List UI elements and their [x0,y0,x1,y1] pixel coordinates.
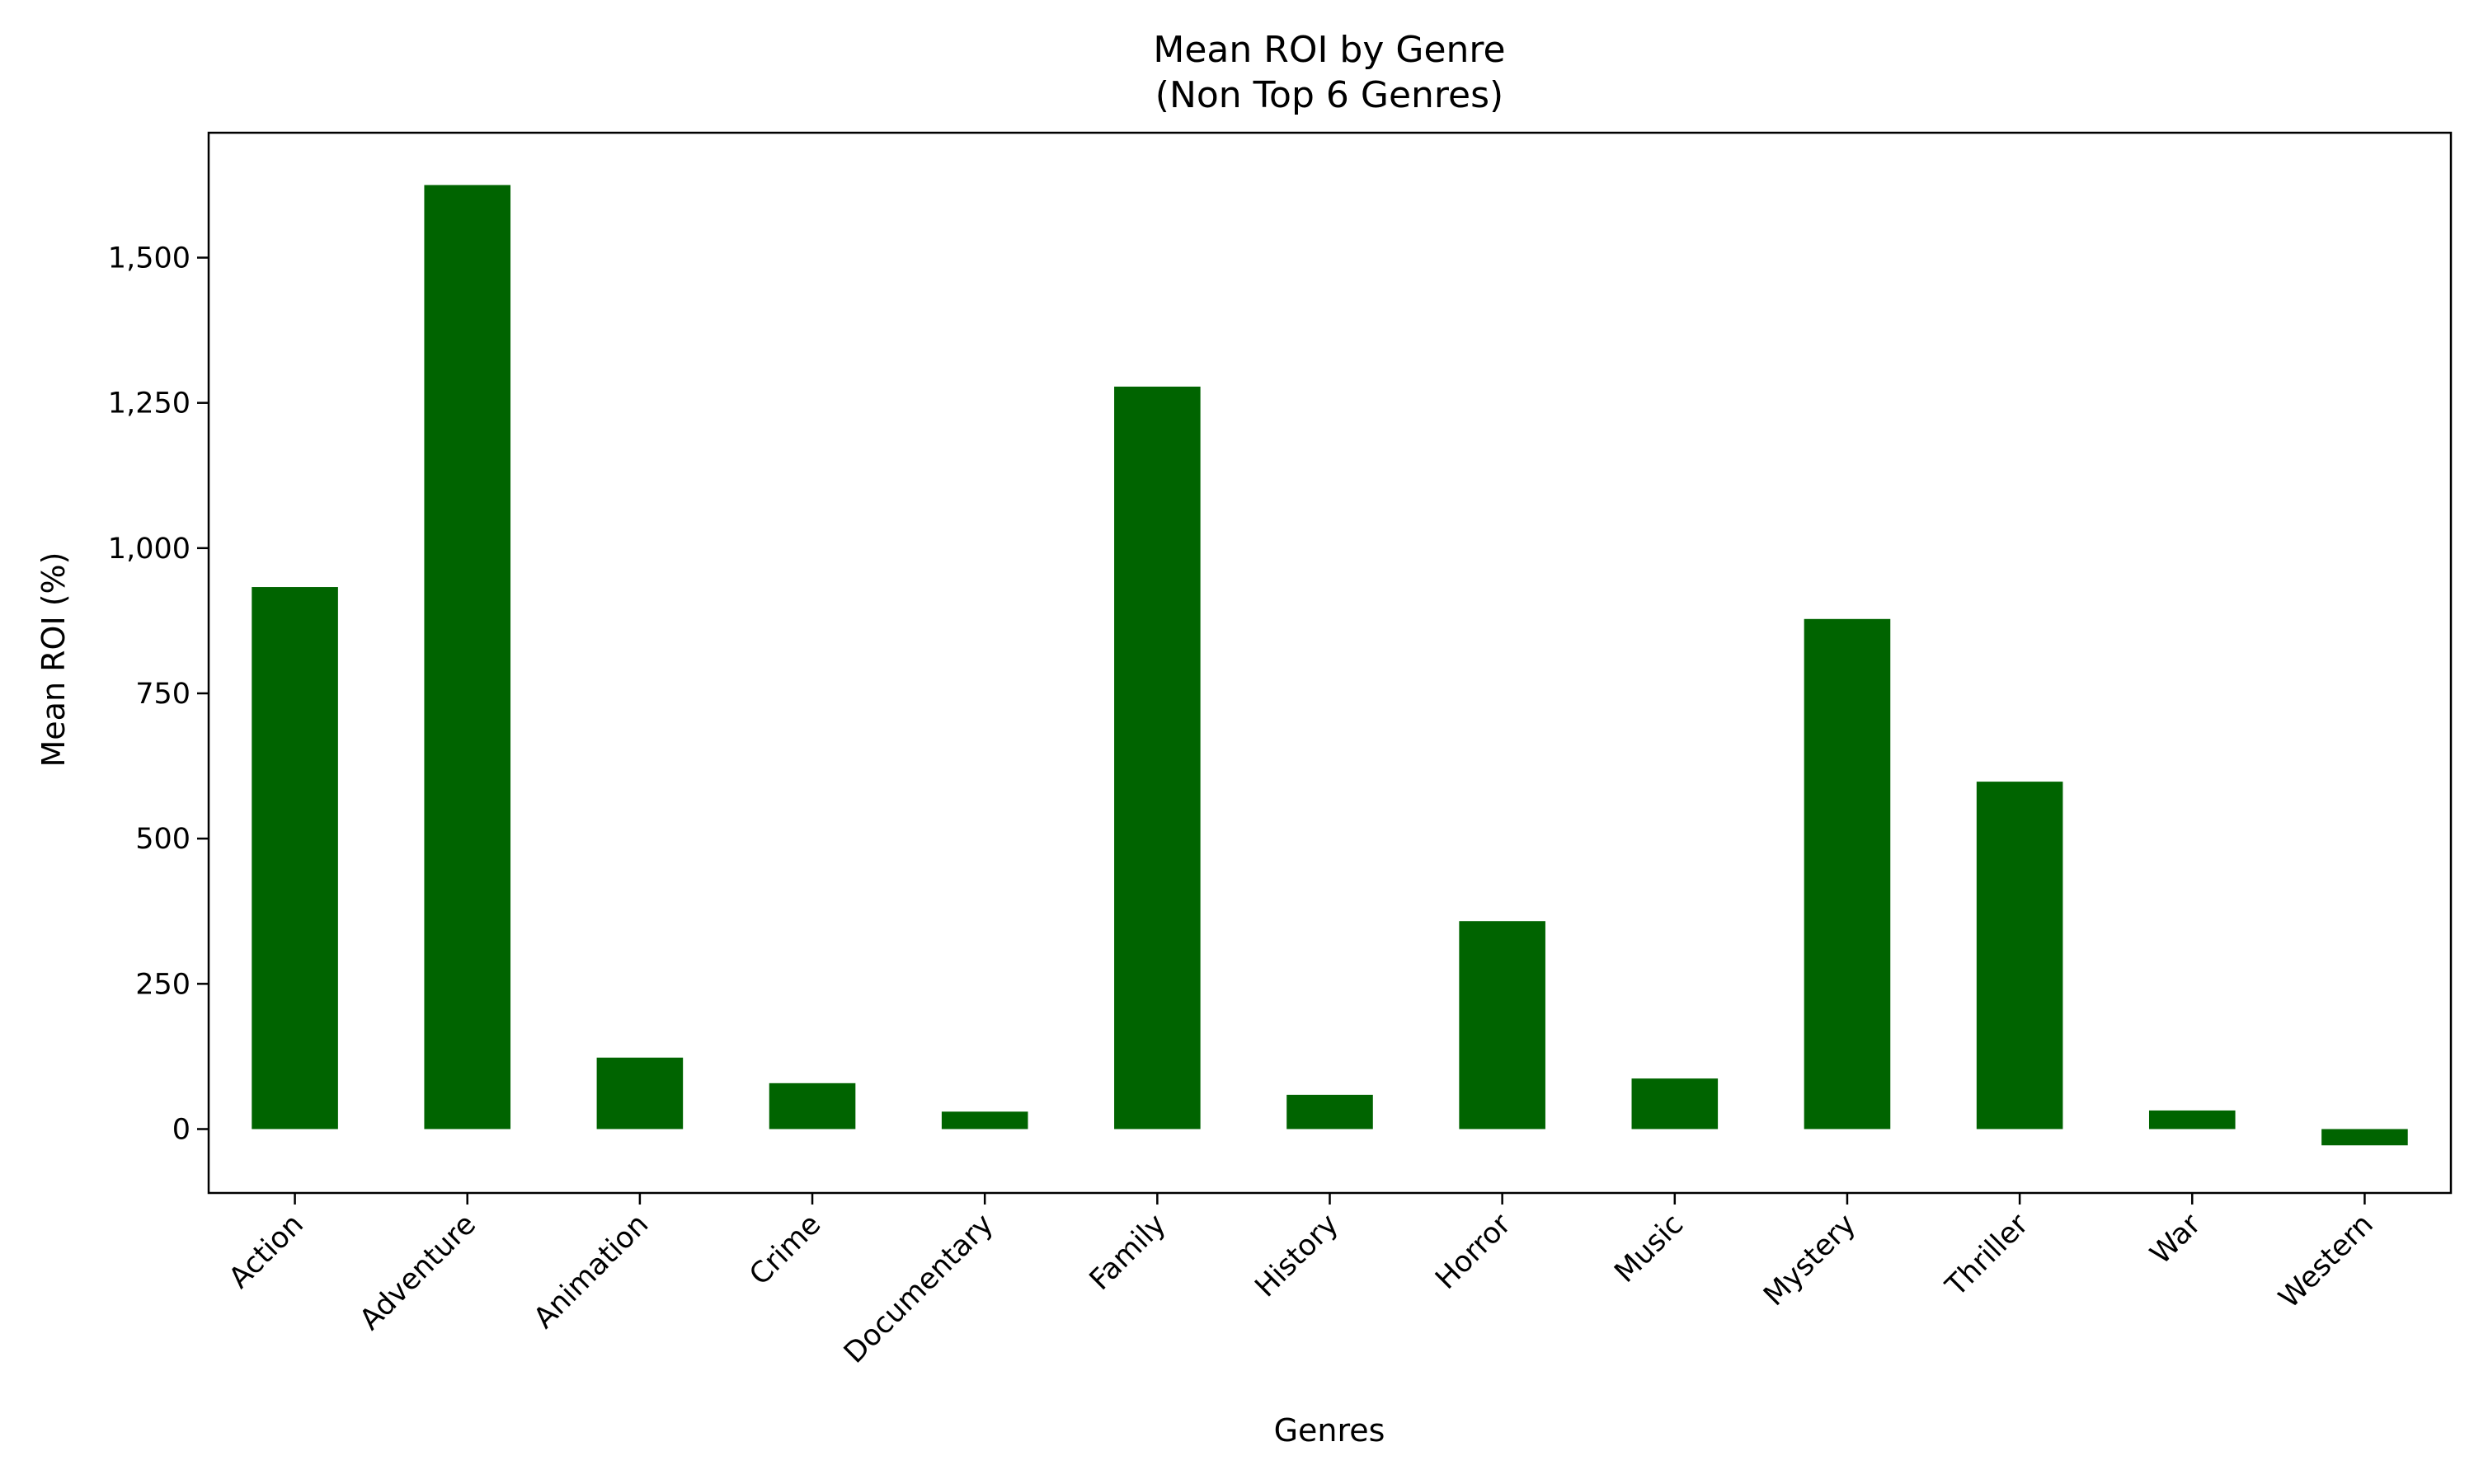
bar-war [2148,1110,2236,1129]
bar-thriller [1976,782,2063,1129]
plot-frame [207,131,2453,1195]
bar-mystery [1804,618,1891,1129]
x-tick-label-horror: Horror [1429,1208,1517,1296]
bar-music [1631,1078,1719,1129]
y-tick-label: 0 [172,1113,190,1146]
bars-group [252,185,2408,1146]
bar-action [252,587,338,1129]
bar-crime [769,1082,856,1129]
x-tick-label-family: Family [1084,1208,1173,1297]
y-axis-label: Mean ROI (%) [35,552,72,768]
x-tick-label-crime: Crime [743,1208,827,1292]
chart-subtitle: (Non Top 6 Genres) [1155,74,1503,116]
y-tick-label: 1,500 [108,242,190,275]
x-tick-label-documentary: Documentary [838,1208,999,1369]
x-axis: Action Adventure Animation Crime Documentary… [223,1193,2380,1370]
x-tick-label-war: War [2144,1208,2208,1271]
y-tick-label: 750 [135,678,190,711]
bar-documentary [941,1111,1028,1129]
bar-family [1114,386,1201,1129]
bar-horror [1459,921,1545,1129]
x-tick-label-adventure: Adventure [354,1208,482,1336]
bar-animation [596,1057,684,1129]
x-tick-label-thriller: Thriller [1939,1208,2034,1303]
chart-title: Mean ROI by Genre [1153,29,1505,71]
x-tick-label-action: Action [223,1208,310,1295]
bar-history [1286,1094,1373,1129]
x-tick-label-animation: Animation [528,1208,655,1335]
x-axis-label: Genres [1274,1412,1385,1449]
x-tick-label-western: Western [2273,1208,2380,1315]
y-tick-label: 1,000 [108,533,190,566]
x-tick-label-mystery: Mystery [1757,1208,1862,1313]
y-axis: 0 250 500 750 1,000 1,250 1,500 [108,242,209,1146]
y-tick-label: 1,250 [108,387,190,420]
bar-adventure [424,185,511,1129]
y-tick-label: 500 [135,823,190,856]
x-tick-label-history: History [1249,1208,1345,1303]
bar-western [2321,1129,2408,1146]
y-tick-label: 250 [135,968,190,1001]
x-tick-label-music: Music [1608,1208,1690,1289]
